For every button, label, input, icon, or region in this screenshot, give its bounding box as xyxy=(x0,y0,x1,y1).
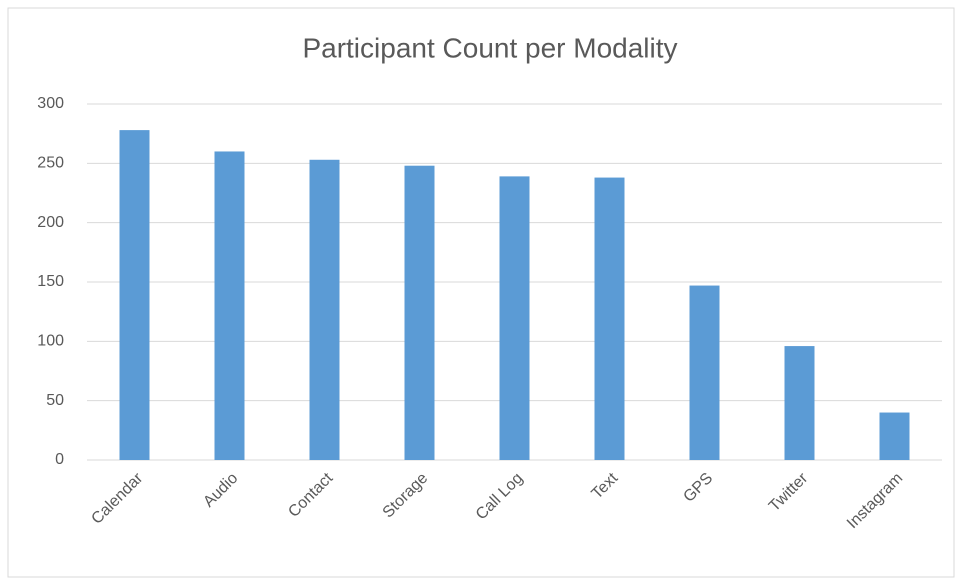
y-tick-label: 300 xyxy=(37,95,64,112)
y-tick-label: 200 xyxy=(37,214,64,231)
bar xyxy=(499,176,530,461)
bar xyxy=(879,412,910,460)
bar xyxy=(404,165,435,460)
y-tick-label: 100 xyxy=(37,333,64,350)
y-tick-label: 0 xyxy=(55,451,64,468)
bar xyxy=(119,130,150,460)
y-tick-label: 250 xyxy=(37,155,64,172)
y-tick-label: 50 xyxy=(46,392,64,409)
y-tick-label: 150 xyxy=(37,273,64,290)
chart-title: Participant Count per Modality xyxy=(302,32,677,63)
bar xyxy=(689,285,720,460)
chart-frame xyxy=(7,7,955,578)
bar xyxy=(309,159,340,461)
bar xyxy=(784,346,815,460)
bar xyxy=(214,151,245,460)
bar xyxy=(594,177,625,460)
